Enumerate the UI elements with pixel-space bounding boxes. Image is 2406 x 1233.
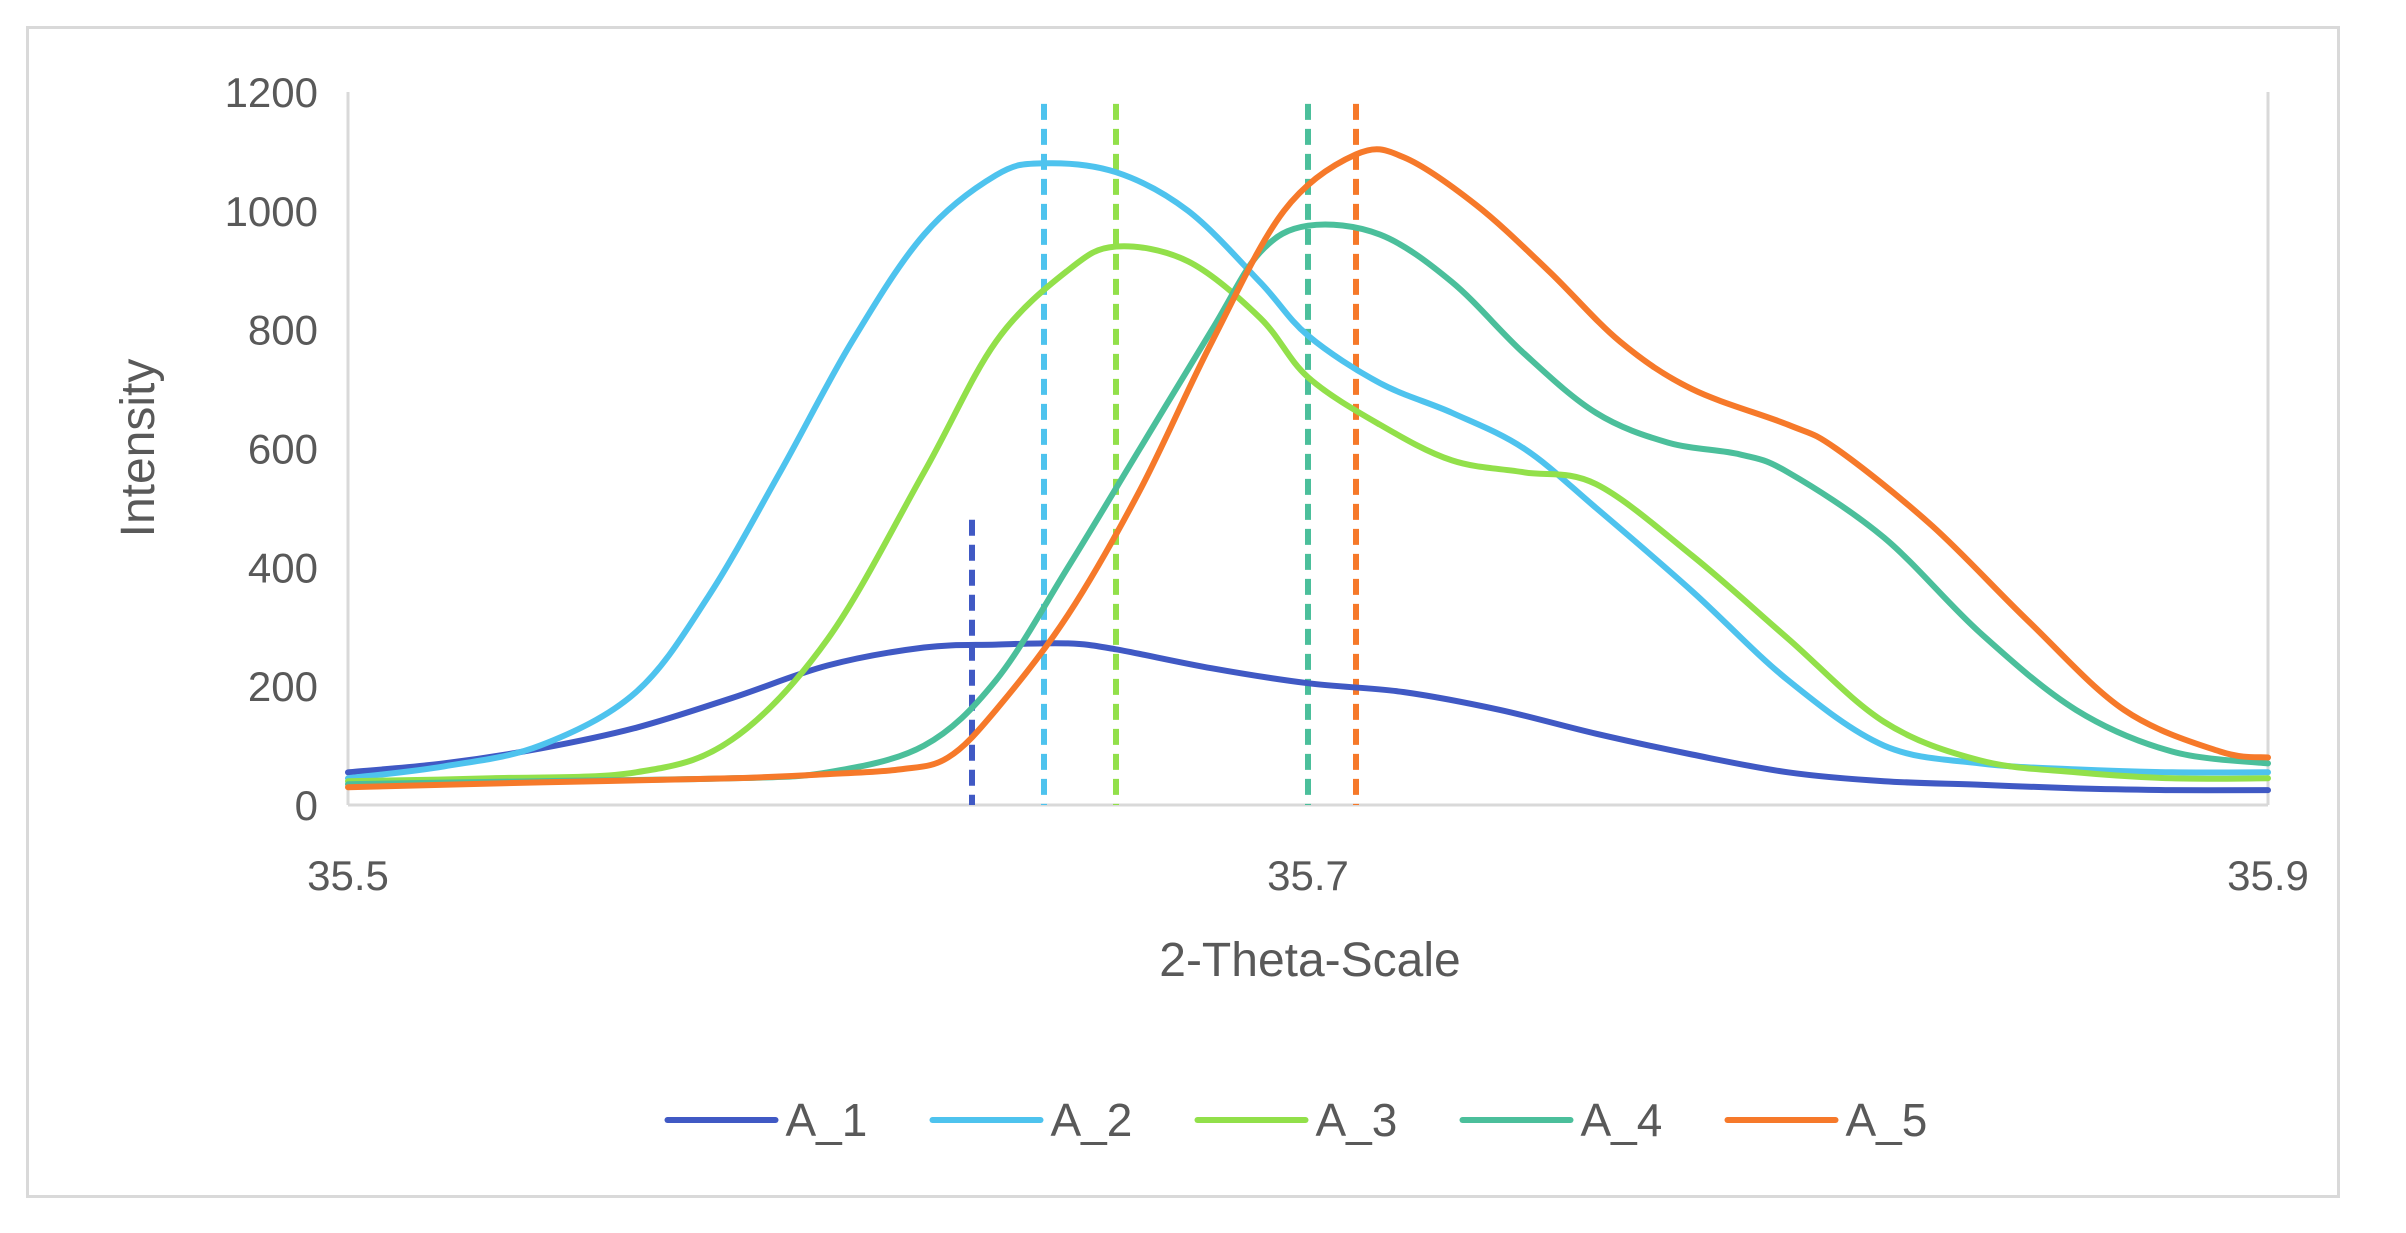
series-line-a-5 [345,146,2271,791]
series-line-a-4 [345,221,2271,788]
legend-item-a-1: A_1 [664,1094,868,1146]
x-axis-title: 2-Theta-Scale [1159,934,1460,987]
x-tick-label: 35.5 [307,852,389,899]
y-axis-title: Intensity [112,359,165,538]
axes [346,92,2270,807]
x-tick-label: 35.7 [1267,852,1349,899]
y-tick-label: 0 [295,782,318,829]
y-tick-label: 600 [248,426,318,473]
chart-frame [26,26,2340,1198]
legend-label: A_2 [1051,1094,1133,1146]
legend-item-a-3: A_3 [1194,1094,1398,1146]
y-tick-label: 800 [248,307,318,354]
legend: A_1 A_2 A_3 A_4 A_5 [664,1094,1928,1146]
y-tick-label: 400 [248,544,318,591]
y-tick-label: 1000 [225,188,318,235]
peak-lines [969,103,1359,805]
series-line-a-3 [345,243,2271,785]
legend-label: A_4 [1581,1094,1663,1146]
legend-label: A_5 [1846,1094,1928,1146]
legend-label: A_3 [1316,1094,1398,1146]
legend-item-a-5: A_5 [1724,1094,1928,1146]
x-tick-label: 35.9 [2227,852,2309,899]
series-line-a-1 [345,640,2271,794]
series-curves [345,146,2271,794]
y-tick-labels: 0 200 400 600 800 1000 1200 [225,69,318,829]
legend-item-a-4: A_4 [1459,1094,1663,1146]
y-tick-label: 200 [248,663,318,710]
legend-item-a-2: A_2 [929,1094,1133,1146]
y-tick-label: 1200 [225,69,318,116]
x-tick-labels: 35.5 35.7 35.9 [307,852,2309,899]
legend-label: A_1 [786,1094,868,1146]
